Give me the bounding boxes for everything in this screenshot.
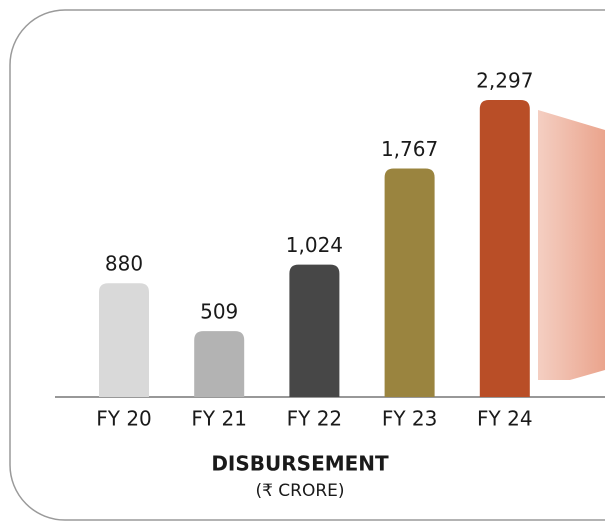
x-tick-label: FY 24 [477, 407, 533, 431]
x-tick-label: FY 23 [382, 407, 438, 431]
value-label: 1,767 [381, 137, 438, 161]
value-label: 509 [200, 300, 238, 324]
bar [99, 283, 149, 397]
x-tick-label: FY 20 [96, 407, 152, 431]
value-label: 2,297 [476, 68, 533, 92]
x-tick-label: FY 22 [287, 407, 343, 431]
value-label: 1,024 [286, 233, 343, 257]
x-tick-label: FY 21 [191, 407, 247, 431]
chart-subtitle: (₹ CRORE) [255, 481, 344, 501]
bar [194, 331, 245, 397]
bar [479, 99, 530, 398]
chart-title: DISBURSEMENT [211, 452, 389, 476]
bar [289, 264, 340, 397]
bar [384, 168, 435, 397]
value-label: 880 [105, 252, 143, 276]
decoration [538, 110, 605, 380]
